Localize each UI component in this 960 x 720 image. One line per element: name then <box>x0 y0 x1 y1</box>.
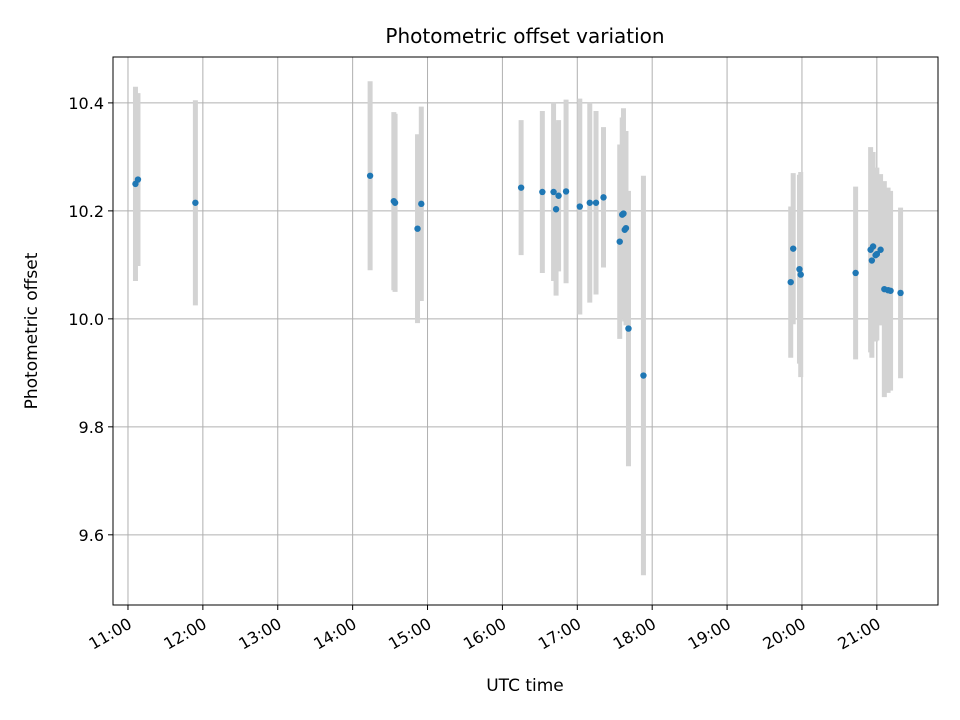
data-point <box>555 192 562 199</box>
data-point <box>517 184 525 191</box>
y-tick-label: 10.4 <box>68 94 104 113</box>
y-tick-label: 10.0 <box>68 310 104 329</box>
data-point <box>625 325 632 332</box>
data-point <box>418 200 425 208</box>
data-point <box>640 372 647 379</box>
data-point <box>897 289 904 297</box>
data-point <box>877 246 884 253</box>
data-point <box>539 188 546 196</box>
data-point <box>562 188 570 195</box>
data-points <box>132 172 904 379</box>
data-point <box>592 199 600 206</box>
data-point <box>550 188 557 196</box>
data-point <box>391 199 399 206</box>
y-tick-label: 9.6 <box>79 526 104 545</box>
data-point <box>622 224 630 232</box>
data-point <box>797 271 804 278</box>
data-point <box>134 176 142 183</box>
data-point <box>366 172 374 179</box>
y-tick-label: 10.2 <box>68 202 104 221</box>
data-point <box>620 210 627 217</box>
data-point <box>576 203 583 210</box>
data-point <box>414 225 421 232</box>
x-axis-label: UTC time <box>486 676 564 696</box>
data-point <box>787 278 794 286</box>
data-point <box>887 287 894 294</box>
data-point <box>873 250 881 258</box>
data-point <box>796 265 803 273</box>
data-point <box>852 269 859 277</box>
data-point <box>790 245 797 252</box>
y-axis-label: Photometric offset <box>22 252 42 409</box>
data-point <box>868 257 876 264</box>
y-axis-ticks: 9.6 9.8 10.0 10.2 10.4 <box>68 94 113 545</box>
data-point <box>600 194 607 201</box>
data-point <box>192 199 199 206</box>
y-tick-label: 9.8 <box>79 418 104 437</box>
data-point <box>586 199 593 206</box>
data-point <box>869 243 877 250</box>
plot-frame <box>112 56 939 606</box>
chart-title: Photometric offset variation <box>385 24 664 48</box>
data-point <box>616 238 623 245</box>
data-point <box>552 206 560 213</box>
